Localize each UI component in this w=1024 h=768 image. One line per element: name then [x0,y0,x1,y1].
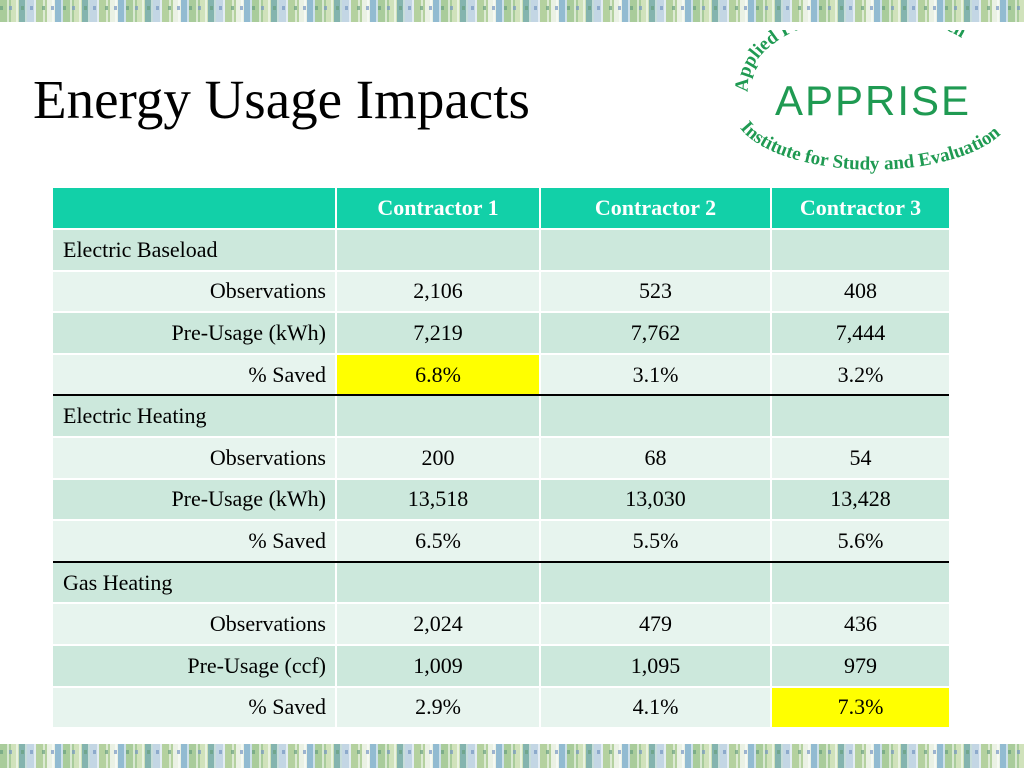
row-label: Observations [53,436,337,480]
value-cell: 200 [336,436,541,480]
row-label: % Saved [53,686,337,730]
value-cell: 1,095 [540,644,772,688]
row-label: Pre-Usage (kWh) [53,478,337,522]
value-cell: 4.1% [540,686,772,730]
section-row-electric-heating: Electric Heating [53,395,949,438]
value-cell: 2.9% [336,686,541,730]
empty-cell [336,561,541,605]
table-row: Observations 2,106 523 408 [53,270,949,314]
apprise-logo: Applied Public Policy Research Institute… [730,30,1015,180]
page-title: Energy Usage Impacts [33,69,530,130]
row-label: Observations [53,603,337,646]
value-cell: 54 [771,436,949,480]
value-cell: 408 [771,270,949,314]
apprise-logo-graphic: Applied Public Policy Research Institute… [731,30,1005,175]
highlighted-value-cell: 7.3% [771,686,949,730]
value-cell: 7,762 [540,312,772,355]
empty-cell [540,561,772,605]
logo-brand-text: APPRISE [774,77,972,124]
empty-cell [771,561,949,605]
value-cell: 479 [540,603,772,646]
value-cell: 6.5% [336,520,541,563]
empty-cell [540,395,772,438]
value-cell: 1,009 [336,644,541,688]
empty-cell [771,229,949,272]
section-label: Electric Baseload [53,229,337,272]
top-decorative-band [0,0,1024,22]
value-cell: 3.2% [771,353,949,397]
header-cell-blank [53,188,337,230]
value-cell: 2,106 [336,270,541,314]
row-label: % Saved [53,353,337,397]
section-row-gas-heating: Gas Heating [53,561,949,605]
table-row: Pre-Usage (ccf) 1,009 1,095 979 [53,644,949,688]
value-cell: 979 [771,644,949,688]
table-header-row: Contractor 1 Contractor 2 Contractor 3 [53,188,949,230]
row-label: Observations [53,270,337,314]
table-row: % Saved 6.5% 5.5% 5.6% [53,520,949,563]
value-cell: 13,030 [540,478,772,522]
empty-cell [771,395,949,438]
table-row: % Saved 6.8% 3.1% 3.2% [53,353,949,397]
section-label: Gas Heating [53,561,337,605]
value-cell: 3.1% [540,353,772,397]
section-label: Electric Heating [53,395,337,438]
header-cell-contractor-3: Contractor 3 [771,188,949,230]
header-cell-contractor-2: Contractor 2 [540,188,772,230]
value-cell: 68 [540,436,772,480]
value-cell: 13,518 [336,478,541,522]
header-cell-contractor-1: Contractor 1 [336,188,541,230]
table-row: Observations 2,024 479 436 [53,603,949,646]
table-row: % Saved 2.9% 4.1% 7.3% [53,686,949,730]
row-label: % Saved [53,520,337,563]
highlighted-value-cell: 6.8% [336,353,541,397]
energy-usage-table: Contractor 1 Contractor 2 Contractor 3 E… [53,188,949,730]
row-label: Pre-Usage (ccf) [53,644,337,688]
value-cell: 7,444 [771,312,949,355]
value-cell: 436 [771,603,949,646]
section-row-electric-baseload: Electric Baseload [53,229,949,272]
value-cell: 7,219 [336,312,541,355]
empty-cell [540,229,772,272]
value-cell: 2,024 [336,603,541,646]
logo-bottom-text: Institute for Study and Evaluation [736,117,1005,174]
table-row: Pre-Usage (kWh) 7,219 7,762 7,444 [53,312,949,355]
bottom-decorative-band [0,744,1024,768]
empty-cell [336,395,541,438]
value-cell: 523 [540,270,772,314]
value-cell: 5.6% [771,520,949,563]
table-row: Observations 200 68 54 [53,436,949,480]
value-cell: 13,428 [771,478,949,522]
table-row: Pre-Usage (kWh) 13,518 13,030 13,428 [53,478,949,522]
row-label: Pre-Usage (kWh) [53,312,337,355]
empty-cell [336,229,541,272]
value-cell: 5.5% [540,520,772,563]
